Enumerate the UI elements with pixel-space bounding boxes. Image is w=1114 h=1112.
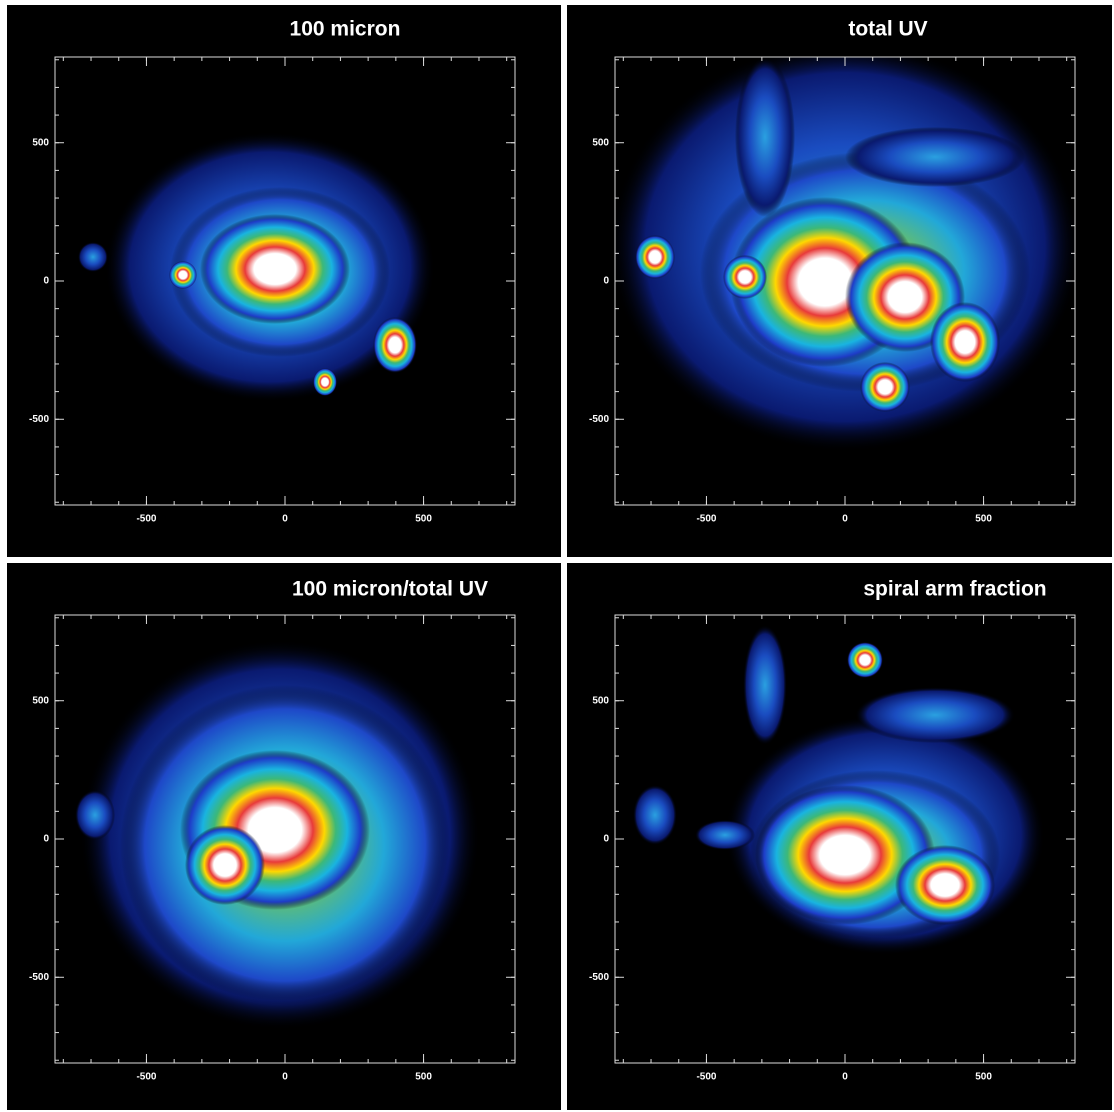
y-tick-label: -500 xyxy=(589,414,609,425)
panel-title: spiral arm fraction xyxy=(863,578,1046,601)
emission-region xyxy=(169,261,197,289)
emission-region xyxy=(635,235,675,279)
panel-title: 100 micron/total UV xyxy=(292,578,488,601)
y-tick-label: 0 xyxy=(603,834,609,845)
figure: 100 micron -500 0 500 -500 0 500 total UV -500 0 5… xyxy=(0,0,1114,1112)
emission-region xyxy=(743,625,787,745)
image-map xyxy=(610,42,1080,452)
emission-region xyxy=(695,820,755,850)
y-tick-label: 500 xyxy=(32,137,49,148)
y-tick-label: 500 xyxy=(32,695,49,706)
y-tick-label: 500 xyxy=(592,137,609,148)
x-tick-label: -500 xyxy=(136,514,156,525)
x-tick-label: -500 xyxy=(136,1072,156,1083)
y-tick-label: 0 xyxy=(603,276,609,287)
x-tick-label: 0 xyxy=(842,514,848,525)
emission-region xyxy=(895,845,995,925)
x-tick-label: 0 xyxy=(282,514,288,525)
x-tick-label: 500 xyxy=(415,1072,432,1083)
y-tick-label: 0 xyxy=(43,834,49,845)
x-tick-label: 500 xyxy=(975,1072,992,1083)
panel-title: 100 micron xyxy=(290,18,401,41)
y-tick-label: 500 xyxy=(592,695,609,706)
emission-region xyxy=(200,214,350,324)
emission-region xyxy=(860,362,910,412)
x-tick-label: 0 xyxy=(282,1072,288,1083)
x-tick-label: 500 xyxy=(415,514,432,525)
emission-region xyxy=(847,642,883,678)
emission-region xyxy=(373,317,417,373)
emission-region xyxy=(930,302,1000,382)
y-tick-label: 0 xyxy=(43,276,49,287)
x-tick-label: 500 xyxy=(975,514,992,525)
panel-title: total UV xyxy=(848,18,927,41)
emission-region xyxy=(735,57,795,217)
emission-region xyxy=(633,785,677,845)
emission-region xyxy=(75,790,115,840)
emission-region xyxy=(313,368,337,396)
emission-region xyxy=(185,825,265,905)
y-tick-label: -500 xyxy=(29,414,49,425)
emission-region xyxy=(723,255,767,299)
x-tick-label: -500 xyxy=(696,1072,716,1083)
y-tick-label: -500 xyxy=(589,972,609,983)
x-tick-label: -500 xyxy=(696,514,716,525)
emission-region xyxy=(855,687,1015,743)
emission-region xyxy=(78,242,108,272)
emission-region xyxy=(845,127,1025,187)
y-tick-label: -500 xyxy=(29,972,49,983)
x-tick-label: 0 xyxy=(842,1072,848,1083)
